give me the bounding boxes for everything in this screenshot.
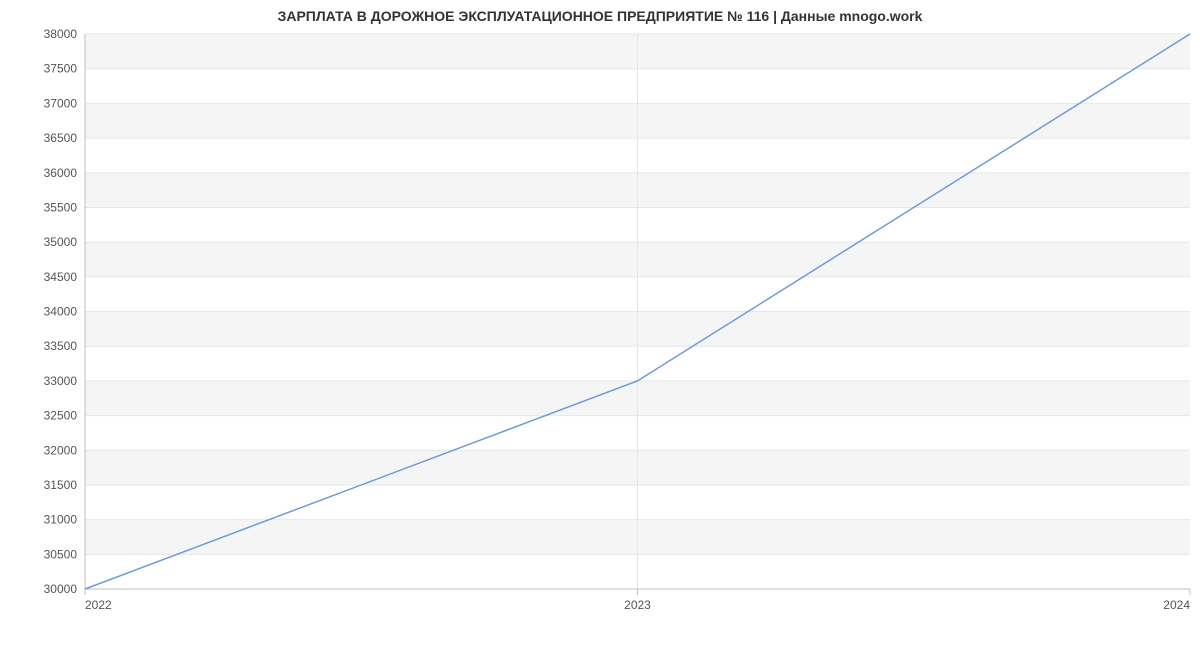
x-tick-label: 2022: [85, 598, 112, 612]
y-tick-label: 31500: [44, 478, 78, 492]
y-tick-label: 34500: [44, 270, 78, 284]
chart-title: ЗАРПЛАТА В ДОРОЖНОЕ ЭКСПЛУАТАЦИОННОЕ ПРЕ…: [0, 0, 1200, 24]
x-tick-label: 2024: [1163, 598, 1190, 612]
y-tick-label: 33000: [44, 374, 78, 388]
y-tick-label: 34000: [44, 305, 78, 319]
x-tick-label: 2023: [624, 598, 651, 612]
salary-line-chart: ЗАРПЛАТА В ДОРОЖНОЕ ЭКСПЛУАТАЦИОННОЕ ПРЕ…: [0, 0, 1200, 650]
y-tick-label: 37500: [44, 62, 78, 76]
y-tick-label: 32000: [44, 443, 78, 457]
y-tick-label: 33500: [44, 339, 78, 353]
y-tick-label: 30000: [44, 582, 78, 596]
y-tick-label: 36000: [44, 166, 78, 180]
y-tick-label: 35500: [44, 200, 78, 214]
y-tick-label: 36500: [44, 131, 78, 145]
y-tick-label: 38000: [44, 27, 78, 41]
y-tick-label: 31000: [44, 513, 78, 527]
y-tick-label: 35000: [44, 235, 78, 249]
chart-svg: 30000 30500 31000 31500 32000 32500 33000 33500…: [0, 24, 1200, 644]
y-tick-label: 30500: [44, 547, 78, 561]
y-tick-label: 32500: [44, 409, 78, 423]
y-tick-label: 37000: [44, 96, 78, 110]
